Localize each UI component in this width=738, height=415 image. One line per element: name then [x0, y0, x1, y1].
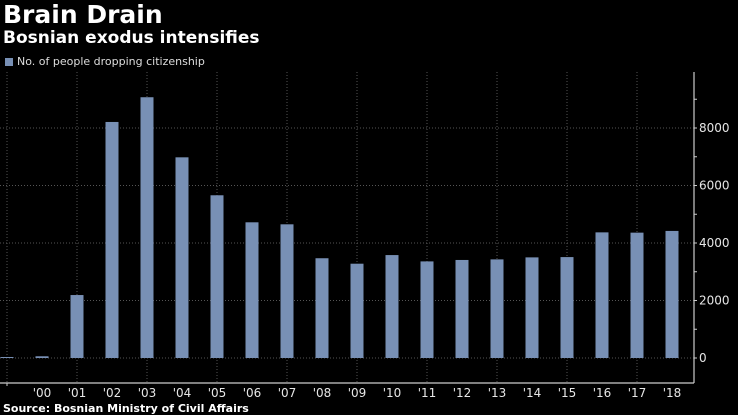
bar — [560, 257, 574, 358]
x-tick-label: '11 — [418, 386, 437, 400]
y-tick-label: 8000 — [699, 121, 730, 135]
x-tick-label: '00 — [33, 386, 52, 400]
x-tick-label: '10 — [383, 386, 402, 400]
bar — [70, 295, 84, 358]
bar — [385, 255, 399, 358]
bar — [0, 357, 14, 358]
x-tick-label: '18 — [663, 386, 682, 400]
legend: No. of people dropping citizenship — [5, 55, 205, 68]
bar — [595, 232, 609, 358]
x-tick-label: '14 — [523, 386, 542, 400]
legend-label: No. of people dropping citizenship — [17, 55, 205, 68]
bar — [280, 224, 294, 358]
x-tick-label: '15 — [558, 386, 577, 400]
x-tick-label: '07 — [278, 386, 297, 400]
bar — [525, 257, 539, 358]
x-tick-label: '02 — [103, 386, 122, 400]
x-tick-label: '16 — [593, 386, 612, 400]
source-note: Source: Bosnian Ministry of Civil Affair… — [3, 402, 249, 415]
y-tick-label: 0 — [699, 351, 707, 365]
chart-title: Brain Drain — [3, 0, 163, 29]
bar — [175, 157, 189, 358]
y-tick-label: 4000 — [699, 236, 730, 250]
x-tick-label: '06 — [243, 386, 262, 400]
bar — [420, 261, 434, 358]
chart-subtitle: Bosnian exodus intensifies — [3, 28, 260, 48]
bar — [245, 222, 259, 358]
bar — [105, 121, 119, 359]
y-tick-label: 2000 — [699, 294, 730, 308]
bar — [455, 259, 469, 358]
bar — [315, 258, 329, 358]
x-tick-label: '09 — [348, 386, 367, 400]
x-tick-label: '08 — [313, 386, 332, 400]
bar — [210, 195, 224, 358]
bar — [630, 232, 644, 358]
x-tick-label: '05 — [208, 386, 227, 400]
bar — [140, 97, 154, 359]
x-tick-label: '01 — [68, 386, 87, 400]
bar — [490, 259, 504, 358]
x-tick-label: '03 — [138, 386, 157, 400]
bar — [350, 263, 364, 358]
y-tick-label: 6000 — [699, 179, 730, 193]
x-tick-label: '13 — [488, 386, 507, 400]
x-tick-label: '04 — [173, 386, 192, 400]
x-tick-label: '12 — [453, 386, 472, 400]
bar — [665, 230, 679, 358]
legend-swatch — [5, 57, 13, 66]
x-tick-label: '17 — [628, 386, 647, 400]
bar — [35, 356, 49, 358]
